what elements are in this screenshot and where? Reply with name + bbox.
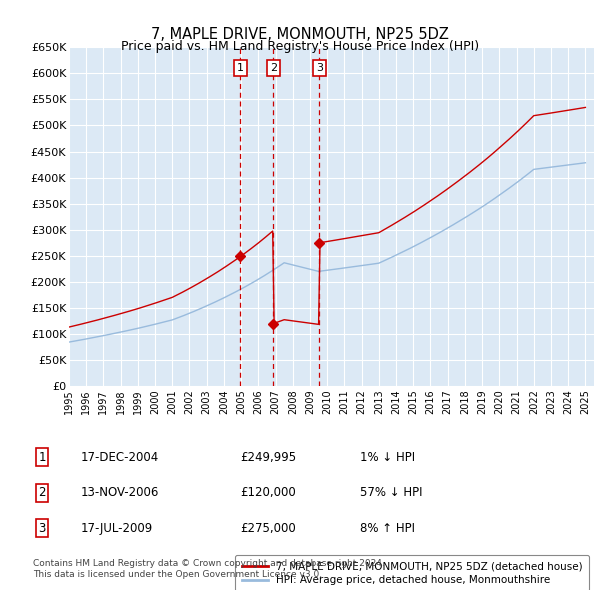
Text: 1: 1 bbox=[38, 451, 46, 464]
Text: 3: 3 bbox=[38, 522, 46, 535]
Text: £249,995: £249,995 bbox=[240, 451, 296, 464]
Text: Price paid vs. HM Land Registry's House Price Index (HPI): Price paid vs. HM Land Registry's House … bbox=[121, 40, 479, 53]
Text: 1: 1 bbox=[237, 63, 244, 73]
Text: 2: 2 bbox=[270, 63, 277, 73]
Text: 2: 2 bbox=[38, 486, 46, 499]
Text: 7, MAPLE DRIVE, MONMOUTH, NP25 5DZ: 7, MAPLE DRIVE, MONMOUTH, NP25 5DZ bbox=[151, 27, 449, 41]
Text: 1% ↓ HPI: 1% ↓ HPI bbox=[360, 451, 415, 464]
Text: 17-DEC-2004: 17-DEC-2004 bbox=[81, 451, 159, 464]
Text: 13-NOV-2006: 13-NOV-2006 bbox=[81, 486, 160, 499]
Text: 3: 3 bbox=[316, 63, 323, 73]
Text: 8% ↑ HPI: 8% ↑ HPI bbox=[360, 522, 415, 535]
Text: 57% ↓ HPI: 57% ↓ HPI bbox=[360, 486, 422, 499]
Text: 17-JUL-2009: 17-JUL-2009 bbox=[81, 522, 153, 535]
Legend: 7, MAPLE DRIVE, MONMOUTH, NP25 5DZ (detached house), HPI: Average price, detache: 7, MAPLE DRIVE, MONMOUTH, NP25 5DZ (deta… bbox=[235, 555, 589, 590]
Text: This data is licensed under the Open Government Licence v3.0.: This data is licensed under the Open Gov… bbox=[33, 571, 322, 579]
Text: £120,000: £120,000 bbox=[240, 486, 296, 499]
Text: Contains HM Land Registry data © Crown copyright and database right 2024.: Contains HM Land Registry data © Crown c… bbox=[33, 559, 385, 568]
Text: £275,000: £275,000 bbox=[240, 522, 296, 535]
